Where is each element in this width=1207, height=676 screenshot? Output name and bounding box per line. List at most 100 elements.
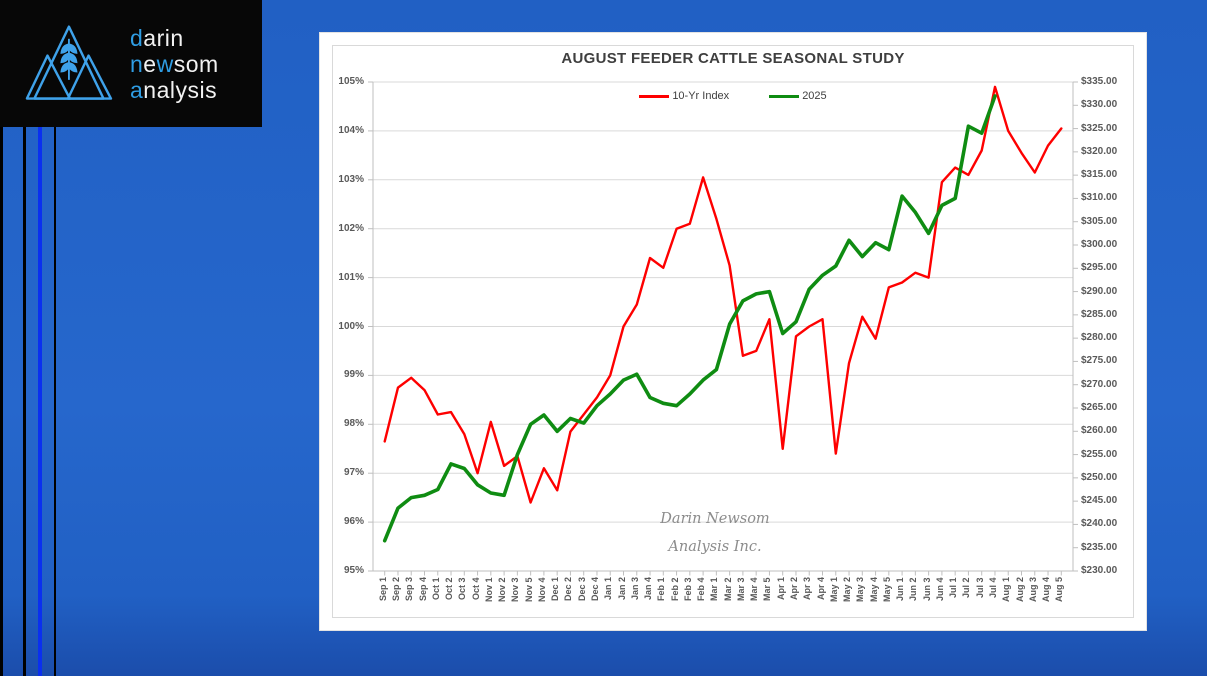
right-axis-tick-label: $335.00 [1081, 76, 1118, 87]
x-axis-tick-label: Apr 4 [815, 577, 826, 601]
x-axis-tick-label: Mar 2 [722, 577, 733, 601]
legend-item-10-yr-index: 10-Yr Index [639, 90, 729, 102]
chart-area-border [332, 45, 1134, 618]
series-line-2025 [382, 94, 997, 543]
background-stripe [37, 0, 42, 676]
dna-logo: darin newsom analysis [0, 0, 262, 127]
x-axis-tick-label: Jun 1 [895, 577, 906, 601]
left-axis-tick-label: 98% [343, 418, 364, 430]
right-axis-tick-label: $315.00 [1081, 169, 1118, 181]
x-axis-labels: Sep 1 Sep 2 Sep 3 Sep 4 Oct 1 Oct 2 Oct 3 Oct 4… [373, 577, 1073, 625]
left-axis-tick-label: 99% [343, 369, 364, 381]
x-axis-tick-label: Oct 4 [470, 577, 481, 600]
x-axis-tick-label: May 5 [881, 577, 892, 603]
x-axis-tick-label: Jun 4 [934, 577, 945, 601]
x-axis-tick-label: Nov 4 [536, 577, 547, 602]
x-axis-tick-label: Aug 4 [1041, 577, 1052, 603]
background-stripe [53, 0, 56, 676]
left-axis-tick-label: 96% [343, 516, 364, 528]
x-axis-tick-label: Apr 2 [788, 577, 799, 601]
x-axis-tick-label: May 2 [842, 577, 853, 603]
right-axis-tick-label: $265.00 [1081, 402, 1118, 413]
x-axis-tick-label: Sep 1 [377, 577, 388, 602]
logo-wordmark: darin newsom analysis [130, 25, 219, 103]
left-axis-tick-label: 105% [338, 76, 364, 87]
right-axis-tick-label: $280.00 [1081, 332, 1118, 344]
plot-area [368, 81, 1078, 576]
x-axis-tick-label: Jun 3 [921, 577, 932, 601]
x-axis-tick-label: Nov 1 [483, 577, 494, 602]
left-axis-tick-label: 101% [338, 271, 364, 283]
left-axis-tick-label: 100% [338, 320, 364, 332]
left-axis-tick-label: 104% [338, 124, 364, 136]
x-axis-tick-label: Jul 3 [974, 577, 985, 598]
right-axis-tick-label: $250.00 [1081, 471, 1118, 483]
x-axis-tick-label: Aug 1 [1001, 577, 1012, 603]
x-axis-tick-label: Oct 2 [444, 577, 455, 600]
right-axis-tick-label: $230.00 [1081, 565, 1118, 576]
x-axis-tick-label: Feb 3 [682, 577, 693, 601]
legend-item-2025: 2025 [769, 90, 827, 102]
x-axis-tick-label: Apr 1 [775, 577, 786, 601]
x-axis-tick-label: Feb 2 [669, 577, 680, 601]
right-axis-tick-label: $255.00 [1081, 448, 1118, 460]
chart-title: AUGUST FEEDER CATTLE SEASONAL STUDY [561, 50, 905, 67]
x-axis-tick-label: Jan 3 [629, 577, 640, 601]
mountain-wheat-logo-icon [25, 24, 113, 100]
right-axis-tick-label: $295.00 [1081, 262, 1118, 274]
x-axis-tick-label: Dec 2 [563, 577, 574, 602]
x-axis-tick-label: May 1 [828, 577, 839, 603]
logo-line: darin [130, 24, 184, 51]
right-axis-tick-label: $290.00 [1081, 285, 1118, 297]
x-axis-tick-label: Sep 4 [417, 577, 428, 602]
left-axis-tick-label: 97% [343, 467, 364, 479]
right-axis-tick-label: $245.00 [1081, 495, 1118, 507]
x-axis-tick-label: Mar 5 [762, 577, 773, 601]
x-axis-tick-label: Jan 2 [616, 577, 627, 601]
legend-label: 2025 [802, 90, 827, 102]
right-axis-tick-label: $330.00 [1081, 99, 1118, 111]
x-axis-tick-label: Sep 3 [404, 577, 415, 602]
right-axis-tick-label: $275.00 [1081, 355, 1118, 367]
right-axis-tick-label: $320.00 [1081, 145, 1118, 157]
logo-line: analysis [130, 76, 218, 103]
x-axis-tick-label: Nov 2 [497, 577, 508, 602]
logo-line: newsom [130, 50, 219, 77]
background-stripe [0, 0, 3, 676]
watermark-line1: Darin Newsom [660, 511, 770, 527]
right-axis-tick-label: $240.00 [1081, 518, 1118, 530]
left-axis-tick-label: 95% [343, 565, 364, 576]
legend-swatch [639, 94, 670, 98]
chart-legend: 10-Yr Index 2025 [320, 90, 1146, 102]
x-axis-tick-label: Oct 1 [430, 577, 441, 600]
x-axis-tick-label: Apr 3 [802, 577, 813, 601]
series-line-10-yr-index [383, 85, 1063, 504]
x-axis-tick-label: Jun 2 [908, 577, 919, 601]
right-axis-tick-label: $235.00 [1081, 541, 1118, 553]
watermark: Darin Newsom Analysis Inc. [590, 505, 840, 561]
x-axis-tick-label: Jul 2 [961, 577, 972, 598]
x-axis-tick-label: Sep 2 [390, 577, 401, 602]
x-axis-tick-label: May 4 [868, 577, 879, 603]
x-axis-tick-label: Jan 1 [603, 577, 614, 601]
right-axis-tick-label: $305.00 [1081, 215, 1118, 227]
x-axis-tick-label: Jan 4 [643, 577, 654, 601]
right-axis-tick-label: $300.00 [1081, 239, 1118, 250]
legend-swatch [769, 94, 800, 98]
background-stripe [23, 0, 26, 676]
right-axis-tick-label: $285.00 [1081, 308, 1118, 320]
x-axis-tick-label: Aug 5 [1054, 577, 1065, 603]
right-axis-tick-label: $270.00 [1081, 378, 1118, 390]
watermark-line2: Analysis Inc. [668, 539, 762, 555]
x-axis-tick-label: Mar 3 [735, 577, 746, 601]
x-axis-tick-label: Feb 1 [656, 577, 667, 601]
x-axis-tick-label: Jul 4 [987, 577, 998, 598]
x-axis-tick-label: Aug 2 [1014, 577, 1025, 603]
x-axis-tick-label: Feb 4 [696, 577, 707, 601]
x-axis-tick-label: Nov 3 [510, 577, 521, 602]
x-axis-tick-label: Aug 3 [1027, 577, 1038, 603]
x-axis-tick-label: Oct 3 [457, 577, 468, 600]
right-axis-tick-label: $310.00 [1081, 192, 1118, 204]
right-axis-tick-label: $325.00 [1081, 122, 1118, 134]
left-axis-tick-label: 103% [338, 173, 364, 185]
